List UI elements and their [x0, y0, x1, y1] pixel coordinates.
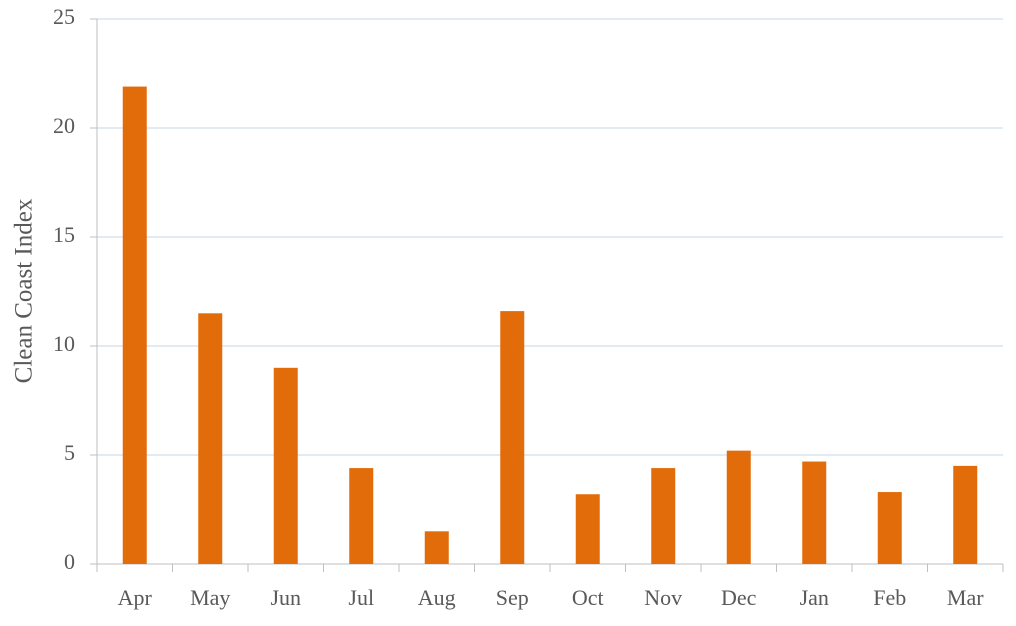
bar: [198, 313, 223, 564]
y-tick-label: 5: [64, 440, 75, 465]
bar: [726, 450, 751, 564]
bar: [424, 531, 449, 564]
bar: [273, 367, 298, 564]
bar: [877, 492, 902, 564]
x-tick-label: Feb: [873, 585, 906, 610]
y-tick-label: 10: [53, 331, 75, 356]
x-tick-label: Jul: [348, 585, 374, 610]
bar: [953, 465, 978, 564]
bar: [122, 86, 147, 564]
x-tick-label: May: [190, 585, 230, 610]
x-tick-label: Jun: [270, 585, 301, 610]
x-tick-label: Oct: [572, 585, 604, 610]
y-tick-label: 0: [64, 549, 75, 574]
y-tick-label: 20: [53, 113, 75, 138]
x-tick-label: Aug: [418, 585, 456, 610]
x-tick-label: Dec: [721, 585, 757, 610]
y-tick-label: 15: [53, 222, 75, 247]
y-tick-label: 25: [53, 4, 75, 29]
bar: [802, 461, 827, 564]
y-axis-label: Clean Coast Index: [11, 198, 38, 383]
x-tick-label: Sep: [496, 585, 529, 610]
x-tick-label: Nov: [644, 585, 682, 610]
bar: [349, 468, 374, 564]
x-tick-label: Mar: [947, 585, 984, 610]
x-tick-label: Jan: [800, 585, 829, 610]
x-tick-label: Apr: [118, 585, 153, 610]
bar: [651, 468, 676, 564]
bar: [575, 494, 600, 564]
bar: [500, 311, 525, 564]
